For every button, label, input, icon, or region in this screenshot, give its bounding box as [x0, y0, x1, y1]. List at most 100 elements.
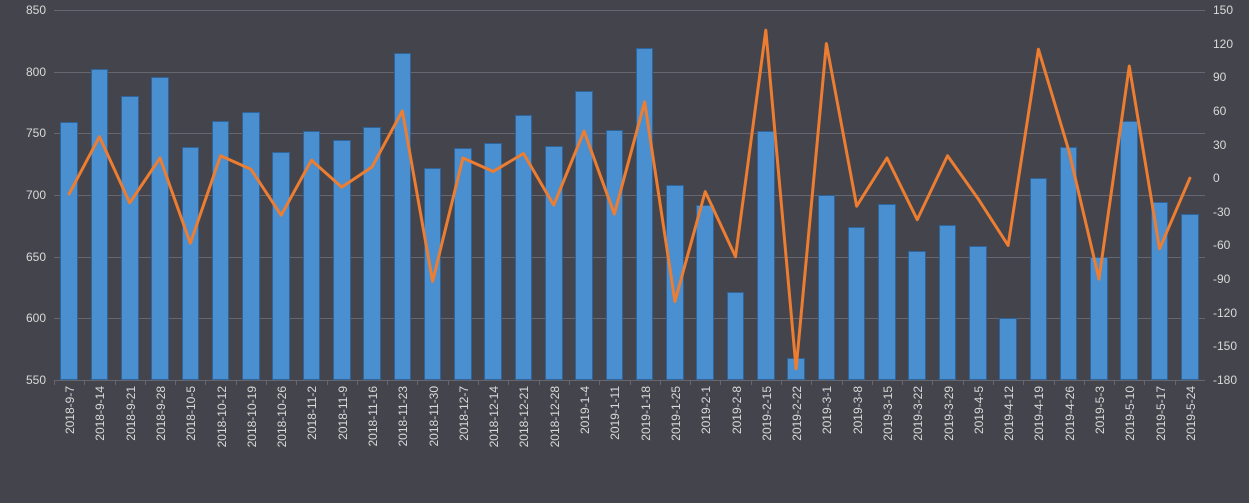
y-right-tick: -180	[1213, 373, 1237, 387]
x-tick-mark	[1175, 380, 1176, 385]
bar	[121, 96, 139, 380]
bar	[999, 318, 1017, 380]
x-tick: 2018-9-7	[63, 386, 77, 496]
x-tick: 2018-9-28	[154, 386, 168, 496]
bar	[787, 358, 805, 380]
x-tick: 2019-4-12	[1002, 386, 1016, 496]
bar	[212, 121, 230, 380]
x-tick: 2019-4-26	[1063, 386, 1077, 496]
bar	[303, 131, 321, 380]
x-tick: 2018-12-21	[517, 386, 531, 496]
x-tick: 2018-12-7	[457, 386, 471, 496]
y-left-tick: 800	[0, 65, 46, 79]
x-tick: 2019-4-19	[1032, 386, 1046, 496]
y-right-tick: 90	[1213, 70, 1226, 84]
bar	[394, 53, 412, 380]
x-tick-mark	[175, 380, 176, 385]
bar	[848, 227, 866, 380]
bar	[908, 251, 926, 381]
bar	[60, 122, 78, 380]
x-tick: 2018-12-14	[487, 386, 501, 496]
bar	[484, 143, 502, 380]
x-tick-mark	[993, 380, 994, 385]
x-tick-mark	[1114, 380, 1115, 385]
x-tick: 2019-3-29	[942, 386, 956, 496]
x-tick: 2019-5-17	[1154, 386, 1168, 496]
x-tick-mark	[1144, 380, 1145, 385]
x-tick-mark	[963, 380, 964, 385]
bar	[151, 77, 169, 380]
y-right-tick: -150	[1213, 339, 1237, 353]
x-tick: 2019-2-1	[699, 386, 713, 496]
bar	[818, 195, 836, 380]
x-tick-mark	[417, 380, 418, 385]
x-tick: 2019-1-4	[578, 386, 592, 496]
y-right-tick: 0	[1213, 171, 1220, 185]
x-tick: 2018-11-2	[305, 386, 319, 496]
y-right-tick: -90	[1213, 272, 1230, 286]
x-tick: 2019-5-24	[1184, 386, 1198, 496]
bar	[939, 225, 957, 380]
x-tick: 2019-3-1	[820, 386, 834, 496]
x-tick: 2019-3-22	[911, 386, 925, 496]
x-tick: 2019-1-11	[608, 386, 622, 496]
x-tick-mark	[357, 380, 358, 385]
gridline	[54, 10, 1205, 11]
x-tick: 2018-9-21	[124, 386, 138, 496]
x-tick: 2019-4-5	[972, 386, 986, 496]
bar	[1151, 202, 1169, 380]
bar	[363, 127, 381, 380]
bar	[454, 148, 472, 380]
y-right-tick: -120	[1213, 306, 1237, 320]
bar	[1181, 214, 1199, 381]
x-tick: 2018-11-23	[396, 386, 410, 496]
y-right-tick: -30	[1213, 205, 1230, 219]
bar	[1120, 121, 1138, 380]
x-tick: 2019-3-8	[851, 386, 865, 496]
x-tick-mark	[266, 380, 267, 385]
y-right-tick: -60	[1213, 238, 1230, 252]
x-tick-mark	[539, 380, 540, 385]
y-left-tick: 850	[0, 3, 46, 17]
gridline	[54, 72, 1205, 73]
combo-chart: 550600650700750800850-180-150-120-90-60-…	[0, 0, 1249, 503]
x-tick-mark	[296, 380, 297, 385]
x-tick-mark	[720, 380, 721, 385]
x-tick: 2018-12-28	[548, 386, 562, 496]
bar	[333, 140, 351, 381]
bar	[1090, 257, 1108, 380]
y-left-tick: 750	[0, 126, 46, 140]
x-tick-mark	[448, 380, 449, 385]
bar	[696, 205, 714, 380]
x-tick-mark	[1084, 380, 1085, 385]
x-tick-mark	[1054, 380, 1055, 385]
bar	[969, 246, 987, 380]
x-tick-mark	[872, 380, 873, 385]
x-tick: 2018-10-19	[245, 386, 259, 496]
x-tick: 2018-10-26	[275, 386, 289, 496]
bar	[757, 131, 775, 380]
x-tick: 2019-5-10	[1123, 386, 1137, 496]
y-left-tick: 550	[0, 373, 46, 387]
bar	[666, 185, 684, 380]
bar	[515, 115, 533, 380]
x-tick-mark	[236, 380, 237, 385]
x-tick-mark	[54, 380, 55, 385]
x-tick: 2019-2-8	[730, 386, 744, 496]
x-tick-mark	[84, 380, 85, 385]
y-left-tick: 700	[0, 188, 46, 202]
bar	[1060, 147, 1078, 380]
x-tick: 2018-10-5	[184, 386, 198, 496]
x-tick-mark	[660, 380, 661, 385]
x-tick-mark	[932, 380, 933, 385]
y-right-tick: 60	[1213, 104, 1226, 118]
bar	[727, 292, 745, 380]
x-tick-mark	[902, 380, 903, 385]
x-tick-mark	[781, 380, 782, 385]
x-tick-mark	[145, 380, 146, 385]
x-tick: 2018-9-14	[93, 386, 107, 496]
bar	[91, 69, 109, 380]
bar	[606, 130, 624, 380]
x-tick-mark	[630, 380, 631, 385]
x-tick-mark	[811, 380, 812, 385]
